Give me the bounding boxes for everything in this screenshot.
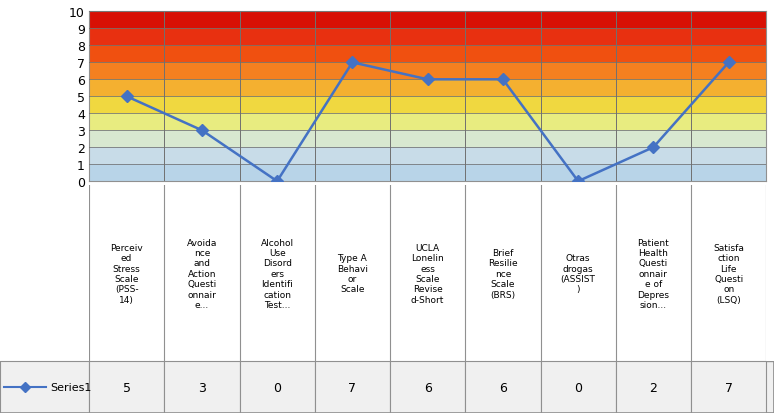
Bar	[390, 361, 465, 413]
Bar	[691, 361, 766, 413]
Text: 6: 6	[499, 381, 507, 394]
Text: Series1: Series1	[50, 382, 91, 392]
Text: 6: 6	[423, 381, 432, 394]
Text: 2: 2	[649, 381, 657, 394]
Bar	[89, 97, 766, 114]
Text: Type A
Behavi
or
Scale: Type A Behavi or Scale	[337, 254, 368, 294]
Text: Satisfa
ction
Life
Questi
on
(LSQ): Satisfa ction Life Questi on (LSQ)	[713, 243, 744, 304]
Bar	[89, 148, 766, 165]
Text: UCLA
Lonelin
ess
Scale
Revise
d-Short: UCLA Lonelin ess Scale Revise d-Short	[411, 243, 444, 304]
Bar	[315, 361, 390, 413]
Bar	[89, 131, 766, 148]
Text: 5: 5	[122, 381, 131, 394]
Bar	[89, 114, 766, 131]
Bar	[239, 361, 315, 413]
Bar	[89, 63, 766, 80]
Text: Brief
Resilie
nce
Scale
(BRS): Brief Resilie nce Scale (BRS)	[488, 248, 518, 299]
Bar	[89, 361, 164, 413]
Bar	[616, 361, 691, 413]
Bar	[89, 46, 766, 63]
Text: 0: 0	[273, 381, 281, 394]
Bar	[465, 361, 540, 413]
Text: Otras
drogas
(ASSIST
): Otras drogas (ASSIST )	[560, 254, 595, 294]
Text: Alcohol
Use
Disord
ers
Identifi
cation
Test...: Alcohol Use Disord ers Identifi cation T…	[261, 238, 293, 309]
Bar	[164, 361, 239, 413]
Bar	[89, 12, 766, 29]
Text: 3: 3	[198, 381, 206, 394]
Text: Perceiv
ed
Stress
Scale
(PSS-
14): Perceiv ed Stress Scale (PSS- 14)	[110, 243, 143, 304]
Text: Patient
Health
Questi
onnair
e of
Depres
sion...: Patient Health Questi onnair e of Depres…	[637, 238, 670, 309]
Bar	[0, 361, 89, 413]
Bar	[89, 80, 766, 97]
Text: 7: 7	[724, 381, 733, 394]
Text: Avoida
nce
and
Action
Questi
onnair
e...: Avoida nce and Action Questi onnair e...	[187, 238, 217, 309]
Text: 7: 7	[348, 381, 356, 394]
Bar	[89, 29, 766, 46]
Bar	[89, 165, 766, 182]
Bar	[540, 361, 616, 413]
Text: 0: 0	[574, 381, 582, 394]
